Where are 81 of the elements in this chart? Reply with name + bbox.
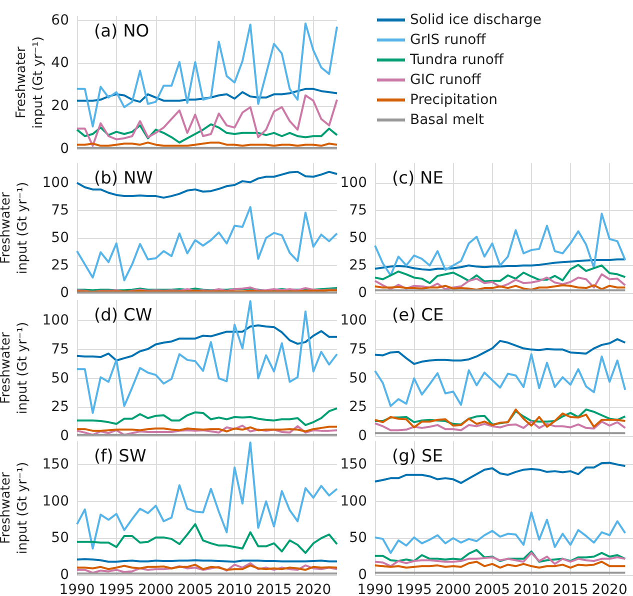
y-tick-label: 100 xyxy=(42,174,69,191)
line-series xyxy=(76,94,338,147)
x-tick-label: 1990 xyxy=(357,582,393,596)
x-tick-label: 2000 xyxy=(138,582,174,596)
x-tick-label: 2015 xyxy=(256,582,292,596)
chart-title: (g) SE xyxy=(392,446,443,466)
x-tick-label: 2005 xyxy=(474,582,510,596)
x-tick-label: 1995 xyxy=(396,582,432,596)
x-tick-label: 2015 xyxy=(552,582,588,596)
y-tick-label: 25 xyxy=(349,399,367,416)
x-tick-label: 2000 xyxy=(435,582,471,596)
line-series xyxy=(374,338,626,365)
y-tick-label: 0 xyxy=(358,285,367,301)
y-tick-label: 75 xyxy=(349,202,367,218)
y-tick-label: 150 xyxy=(340,456,367,473)
chart-title: (a) NO xyxy=(94,22,150,42)
x-tick-label: 2010 xyxy=(514,582,550,596)
y-tick-label: 75 xyxy=(51,342,69,358)
y-tick-label: 25 xyxy=(349,257,367,274)
line-series xyxy=(374,511,626,554)
legend-label: Basal melt xyxy=(410,112,485,128)
y-tick-label: 25 xyxy=(51,399,69,416)
line-series xyxy=(76,300,338,414)
line-series xyxy=(374,420,626,432)
y-axis-title: Freshwater input (Gt yr⁻¹) xyxy=(14,36,46,129)
line-series xyxy=(76,22,338,128)
line-series xyxy=(76,123,338,144)
y-tick-label: 150 xyxy=(42,456,69,473)
line-series xyxy=(76,407,338,426)
line-series xyxy=(374,212,626,276)
y-tick-label: 100 xyxy=(340,493,367,510)
y-tick-label: 0 xyxy=(60,428,69,444)
y-tick-label: 60 xyxy=(51,12,69,28)
chart-title: (f) SW xyxy=(94,446,146,466)
y-tick-label: 75 xyxy=(349,342,367,358)
line-series xyxy=(374,273,626,290)
y-tick-label: 75 xyxy=(51,202,69,218)
y-tick-label: 20 xyxy=(51,98,69,114)
y-tick-label: 25 xyxy=(51,257,69,274)
y-tick-label: 100 xyxy=(340,312,367,329)
line-series xyxy=(374,548,626,563)
line-series xyxy=(76,324,338,362)
x-tick-label: 2010 xyxy=(216,582,252,596)
chart-title: (b) NW xyxy=(94,168,154,188)
y-tick-label: 50 xyxy=(51,370,69,386)
y-tick-label: 100 xyxy=(340,174,367,191)
legend-label: Solid ice discharge xyxy=(410,12,542,28)
y-tick-label: 50 xyxy=(349,530,367,546)
legend-label: GIC runoff xyxy=(410,72,482,88)
y-tick-label: 0 xyxy=(60,567,69,583)
legend-label: Tundra runoff xyxy=(409,52,504,68)
line-series xyxy=(374,552,626,568)
x-tick-label: 2020 xyxy=(296,582,332,596)
chart-title: (d) CW xyxy=(94,306,152,326)
line-series xyxy=(76,88,338,103)
y-tick-label: 50 xyxy=(349,370,367,386)
y-tick-label: 50 xyxy=(51,530,69,546)
chart-title: (e) CE xyxy=(392,306,444,326)
line-series xyxy=(76,206,338,282)
y-tick-label: 50 xyxy=(51,230,69,246)
x-tick-label: 1990 xyxy=(59,582,95,596)
x-tick-label: 1995 xyxy=(98,582,134,596)
line-series xyxy=(76,523,338,554)
legend-label: Precipitation xyxy=(410,92,498,108)
line-series xyxy=(374,264,626,284)
legend-label: GrIS runoff xyxy=(410,32,486,48)
line-series xyxy=(374,353,626,408)
y-tick-label: 100 xyxy=(42,312,69,329)
y-tick-label: 100 xyxy=(42,493,69,510)
chart-title: (c) NE xyxy=(392,168,444,188)
x-tick-label: 2005 xyxy=(177,582,213,596)
y-tick-label: 0 xyxy=(60,141,69,157)
x-tick-label: 2020 xyxy=(592,582,628,596)
y-tick-label: 0 xyxy=(60,285,69,301)
y-tick-label: 40 xyxy=(51,55,69,72)
y-tick-label: 0 xyxy=(358,428,367,444)
line-series xyxy=(374,258,626,271)
y-tick-label: 50 xyxy=(349,230,367,246)
line-series xyxy=(76,441,338,550)
y-tick-label: 0 xyxy=(358,567,367,583)
line-series xyxy=(76,170,338,199)
